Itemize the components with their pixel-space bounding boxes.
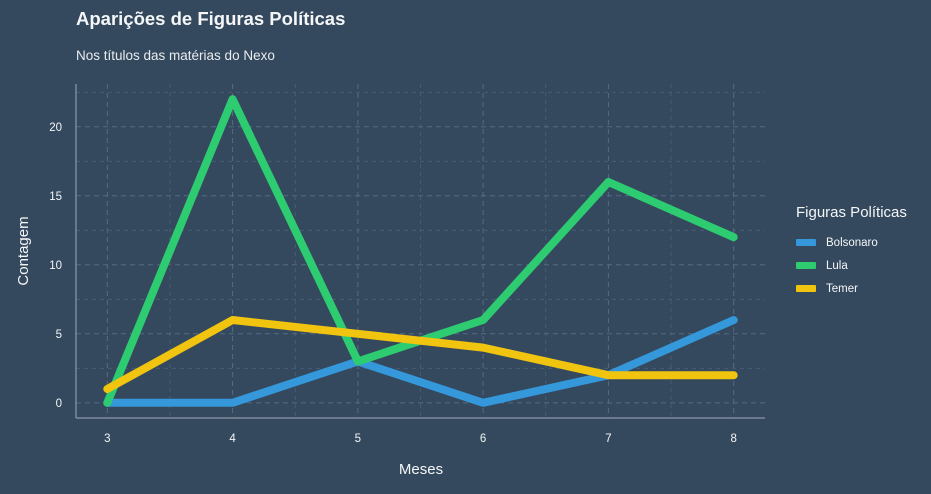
legend-label: Lula [826,259,848,272]
series-line-bolsonaro [103,316,738,407]
chart-subtitle: Nos títulos das matérias do Nexo [76,48,275,63]
legend-item-bolsonaro: Bolsonaro [796,231,907,254]
y-tick-label: 15 [49,191,62,203]
legend-label: Bolsonaro [826,236,878,249]
x-tick-label: 5 [355,433,361,445]
legend-label: Temer [826,282,858,295]
series-lines [103,95,738,407]
y-tick-label: 5 [56,329,62,341]
tick-labels: 3 4 5 6 7 8 0 5 10 15 20 [49,122,737,445]
legend-swatch [796,239,816,246]
x-tick-label: 7 [605,433,611,445]
legend-swatch [796,262,816,269]
chart-title: Aparições de Figuras Políticas [76,8,346,29]
axes [75,84,765,419]
series-line-temer [103,316,738,393]
x-tick-label: 6 [480,433,486,445]
x-tick-label: 3 [104,433,110,445]
legend-title: Figuras Políticas [796,204,907,221]
x-axis-label: Meses [399,461,443,478]
legend-swatch [796,285,816,292]
legend: Figuras Políticas Bolsonaro Lula Temer [796,204,907,300]
y-axis-label: Contagem [15,216,32,285]
grid [76,84,765,418]
legend-item-temer: Temer [796,277,907,300]
x-tick-label: 8 [730,433,736,445]
y-tick-label: 0 [56,398,62,410]
y-tick-label: 20 [49,122,62,134]
y-tick-label: 10 [49,260,62,272]
x-tick-label: 4 [229,433,236,445]
legend-item-lula: Lula [796,254,907,277]
